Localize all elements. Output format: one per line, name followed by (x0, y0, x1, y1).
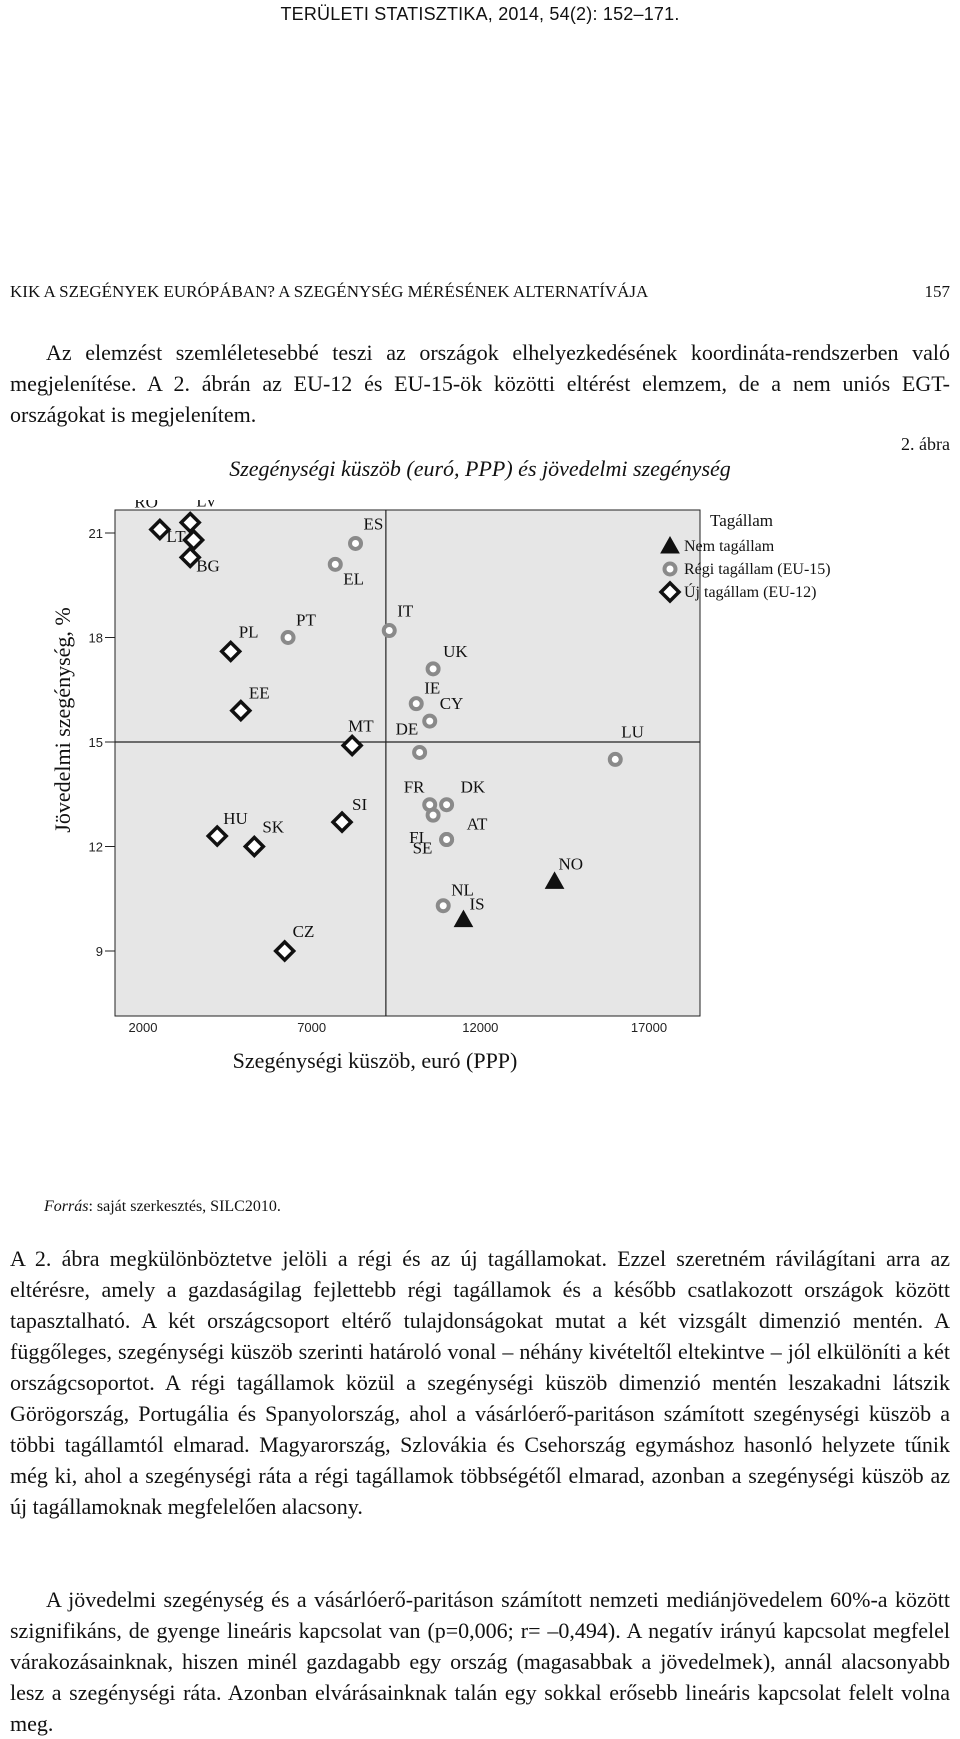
point-lt (182, 528, 206, 552)
plot-area (114, 509, 701, 1017)
legend-marker-2 (662, 561, 678, 577)
point-dk (439, 797, 455, 813)
body-paragraph-2: A jövedelmi szegénység és a vásárlóerő-p… (10, 1587, 950, 1736)
point-lu (607, 751, 623, 767)
data-label-mt: MT (348, 716, 374, 735)
data-label-fr: FR (404, 778, 425, 797)
point-ie (408, 696, 424, 712)
data-label-de: DE (396, 719, 419, 738)
data-label-cz: CZ (293, 922, 315, 941)
y-tick-label: 15 (89, 735, 103, 750)
x-tick-label: 2000 (129, 1020, 158, 1035)
data-label-lv: LV (196, 500, 218, 511)
y-tick-label: 12 (89, 840, 103, 855)
figure-title: Szegénységi küszöb (euró, PPP) és jövede… (229, 456, 731, 481)
data-label-no: NO (559, 854, 584, 873)
data-label-dk: DK (461, 778, 486, 797)
data-label-si: SI (352, 795, 367, 814)
running-header: TERÜLETI STATISZTIKA, 2014, 54(2): 152–1… (280, 4, 680, 24)
figure-source: Forrás: saját szerkesztés, SILC2010. (44, 1198, 281, 1216)
point-cz (273, 939, 297, 963)
data-label-hu: HU (223, 809, 248, 828)
page-number: 157 (924, 282, 951, 301)
legend-item-2: Régi tagállam (EU-15) (684, 561, 831, 578)
y-tick-label: 9 (96, 944, 103, 959)
data-label-it: IT (397, 602, 414, 621)
data-label-uk: UK (443, 642, 468, 661)
legend-item-1: Nem tagállam (684, 538, 775, 555)
point-nl (435, 898, 451, 914)
legend-marker-1 (660, 535, 680, 554)
point-ro (148, 518, 172, 541)
data-label-lt: LT (166, 527, 186, 546)
data-label-pt: PT (296, 611, 316, 630)
data-label-fi: FI (409, 828, 424, 847)
point-cy (422, 713, 438, 729)
point-hu (205, 824, 229, 848)
point-it (381, 623, 397, 639)
source-text: : saját szerkesztés, SILC2010. (88, 1198, 281, 1215)
point-sk (242, 835, 266, 858)
section-header: KIK A SZEGÉNYEK EURÓPÁBAN? A SZEGÉNYSÉG … (10, 282, 950, 302)
point-de (412, 744, 428, 760)
data-label-bg: BG (196, 556, 220, 575)
point-es (348, 535, 364, 551)
legend-item-3: Új tagállam (EU-12) (684, 582, 816, 601)
data-label-el: EL (343, 569, 364, 588)
x-tick-label: 17000 (631, 1020, 667, 1035)
body-paragraph-1: A 2. ábra megkülönböztetve jelöli a régi… (10, 1246, 950, 1519)
x-tick-label: 12000 (462, 1020, 498, 1035)
point-mt (340, 734, 364, 757)
legend-title: Tagállam (710, 511, 773, 530)
point-pl (219, 639, 243, 663)
data-label-es: ES (364, 514, 384, 533)
data-label-se: SE (413, 839, 433, 858)
data-label-at: AT (467, 815, 488, 834)
x-axis-label: Szegénységi küszöb, euró (PPP) (233, 1048, 518, 1073)
data-label-is: IS (469, 895, 484, 914)
data-label-pl: PL (239, 622, 259, 641)
x-tick-label: 7000 (297, 1020, 326, 1035)
data-label-ro: RO (134, 500, 158, 512)
point-fi (425, 807, 441, 823)
point-si (330, 810, 354, 834)
legend-marker-3 (658, 580, 682, 604)
intro-paragraph: Az elemzést szemléletesebbé teszi az ors… (10, 340, 950, 427)
data-label-sk: SK (262, 818, 284, 837)
point-pt (280, 630, 296, 645)
data-label-nl: NL (451, 881, 474, 900)
data-label-ee: EE (249, 684, 270, 703)
point-ee (229, 699, 253, 723)
source-prefix: Forrás (44, 1198, 89, 1215)
data-label-cy: CY (440, 694, 464, 713)
point-lv (178, 511, 202, 535)
section-title: KIK A SZEGÉNYEK EURÓPÁBAN? A SZEGÉNYSÉG … (10, 282, 649, 301)
data-label-lu: LU (621, 722, 644, 741)
data-label-ie: IE (424, 679, 440, 698)
point-no (544, 871, 565, 889)
y-tick-label: 18 (89, 631, 103, 646)
point-se (439, 832, 455, 848)
point-is (453, 909, 474, 928)
y-tick-label: 21 (89, 526, 103, 541)
y-axis-label: Jövedelmi szegénység, % (50, 607, 75, 832)
point-el (327, 556, 343, 572)
point-uk (425, 661, 441, 677)
figure-label: 2. ábra (901, 434, 950, 454)
scatter-chart: 9 12 15 18 21 2000 7000 12000 17000 Szegénységi k… (50, 500, 831, 1073)
point-bg (178, 545, 202, 569)
